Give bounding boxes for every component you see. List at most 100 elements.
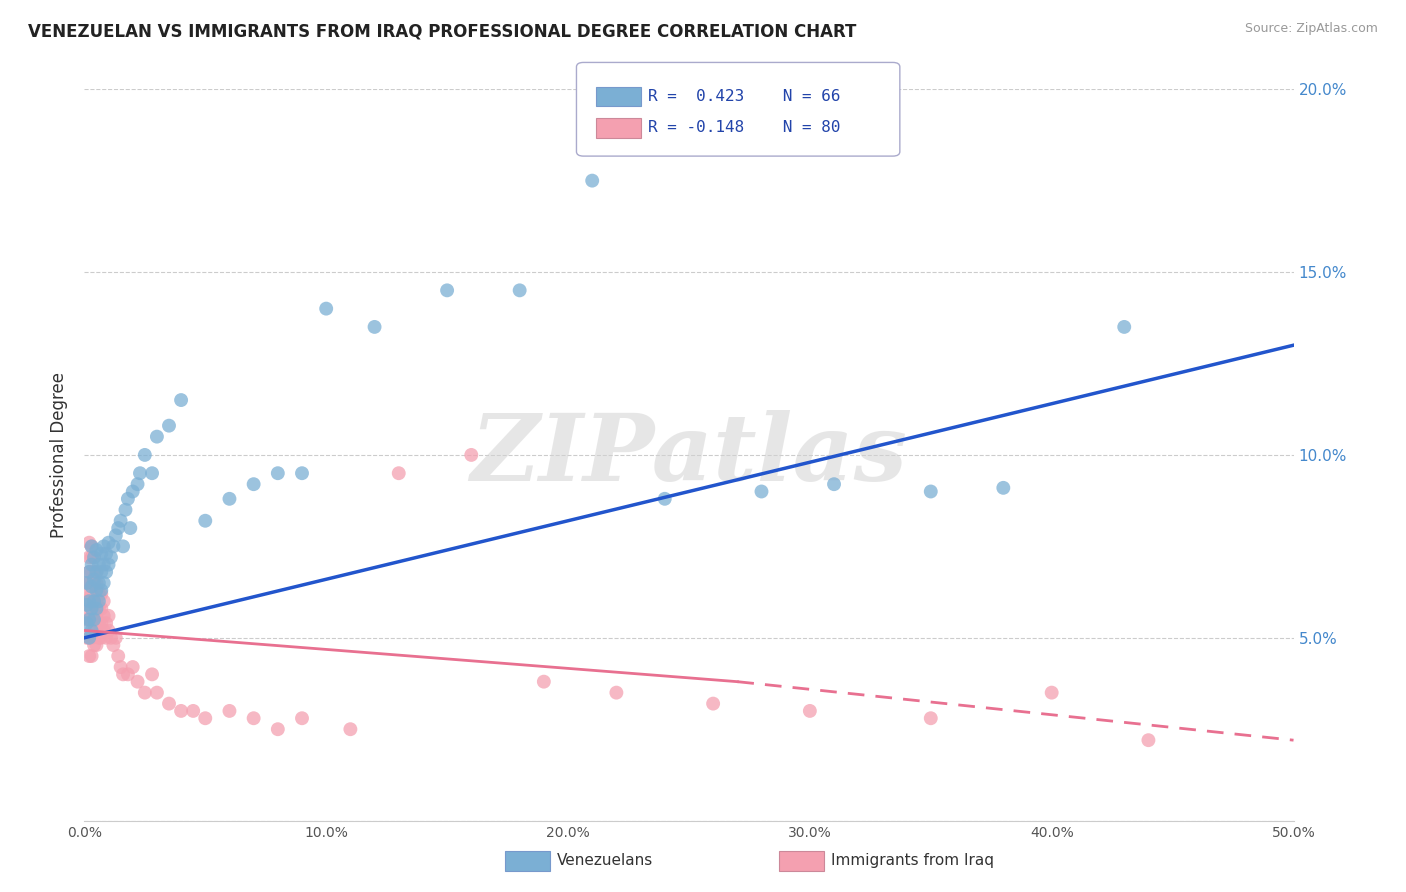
Point [170, 392, 193, 407]
Point [388, 466, 411, 480]
Point [107, 521, 129, 535]
Point [93, 624, 115, 638]
Point [83, 572, 105, 586]
Point [114, 502, 136, 516]
Point [194, 514, 217, 528]
Point [87, 576, 110, 591]
Point [87, 594, 110, 608]
Point [87, 601, 110, 615]
Point [134, 685, 156, 699]
Point [83, 576, 105, 591]
Point [77, 613, 100, 627]
Point [134, 448, 156, 462]
Point [90, 616, 112, 631]
Point [80, 631, 103, 645]
Point [86, 594, 108, 608]
Point [107, 649, 129, 664]
Point [702, 697, 724, 711]
Point [76, 594, 98, 608]
Point [83, 565, 105, 579]
Point [823, 477, 845, 491]
Y-axis label: Professional Degree: Professional Degree [51, 372, 69, 538]
Point [533, 674, 555, 689]
Point [80, 613, 103, 627]
Point [83, 608, 105, 623]
Text: VENEZUELAN VS IMMIGRANTS FROM IRAQ PROFESSIONAL DEGREE CORRELATION CHART: VENEZUELAN VS IMMIGRANTS FROM IRAQ PROFE… [28, 22, 856, 40]
Point [112, 667, 135, 681]
Point [86, 601, 108, 615]
Point [436, 284, 458, 298]
Point [799, 704, 821, 718]
Point [83, 594, 105, 608]
Point [94, 565, 117, 579]
Point [242, 711, 264, 725]
Point [97, 624, 120, 638]
Point [110, 660, 132, 674]
Point [315, 301, 337, 316]
Point [1040, 685, 1063, 699]
Point [460, 448, 482, 462]
Point [112, 539, 135, 553]
Point [581, 174, 603, 188]
Point [77, 550, 100, 565]
Point [218, 491, 240, 506]
Point [93, 539, 115, 553]
Point [77, 587, 100, 601]
Point [104, 631, 127, 645]
Point [218, 704, 240, 718]
Point [242, 477, 264, 491]
Point [86, 576, 108, 591]
Point [993, 481, 1015, 495]
Point [93, 594, 115, 608]
Point [363, 320, 385, 334]
Point [100, 631, 122, 645]
Text: ZIPatlas: ZIPatlas [471, 410, 907, 500]
Point [104, 528, 127, 542]
Point [751, 484, 773, 499]
Point [86, 565, 108, 579]
Point [920, 711, 942, 725]
Point [86, 608, 108, 623]
Point [83, 638, 105, 652]
Point [117, 491, 139, 506]
Point [83, 550, 105, 565]
Point [80, 539, 103, 553]
Point [76, 598, 98, 612]
Point [83, 624, 105, 638]
Text: R = -0.148    N = 80: R = -0.148 N = 80 [648, 120, 841, 136]
Point [117, 667, 139, 681]
Point [141, 667, 163, 681]
Point [77, 601, 100, 615]
Point [94, 547, 117, 561]
Point [120, 521, 142, 535]
Point [94, 616, 117, 631]
Point [267, 723, 290, 737]
Point [93, 558, 115, 572]
Point [1137, 733, 1160, 747]
Point [83, 550, 105, 565]
Point [97, 558, 120, 572]
Point [157, 418, 180, 433]
Point [80, 580, 103, 594]
Point [654, 491, 676, 506]
Point [605, 685, 627, 699]
Point [77, 631, 100, 645]
Point [87, 587, 110, 601]
Point [76, 576, 98, 591]
Point [170, 704, 193, 718]
Point [80, 550, 103, 565]
Text: Venezuelans: Venezuelans [557, 854, 652, 868]
Point [146, 685, 169, 699]
Point [90, 547, 112, 561]
Point [127, 477, 149, 491]
Point [121, 660, 143, 674]
Point [77, 535, 100, 549]
Point [80, 539, 103, 553]
Point [509, 284, 531, 298]
Point [157, 697, 180, 711]
Point [80, 601, 103, 615]
Point [97, 535, 120, 549]
Point [76, 631, 98, 645]
Point [291, 711, 314, 725]
Point [339, 723, 361, 737]
